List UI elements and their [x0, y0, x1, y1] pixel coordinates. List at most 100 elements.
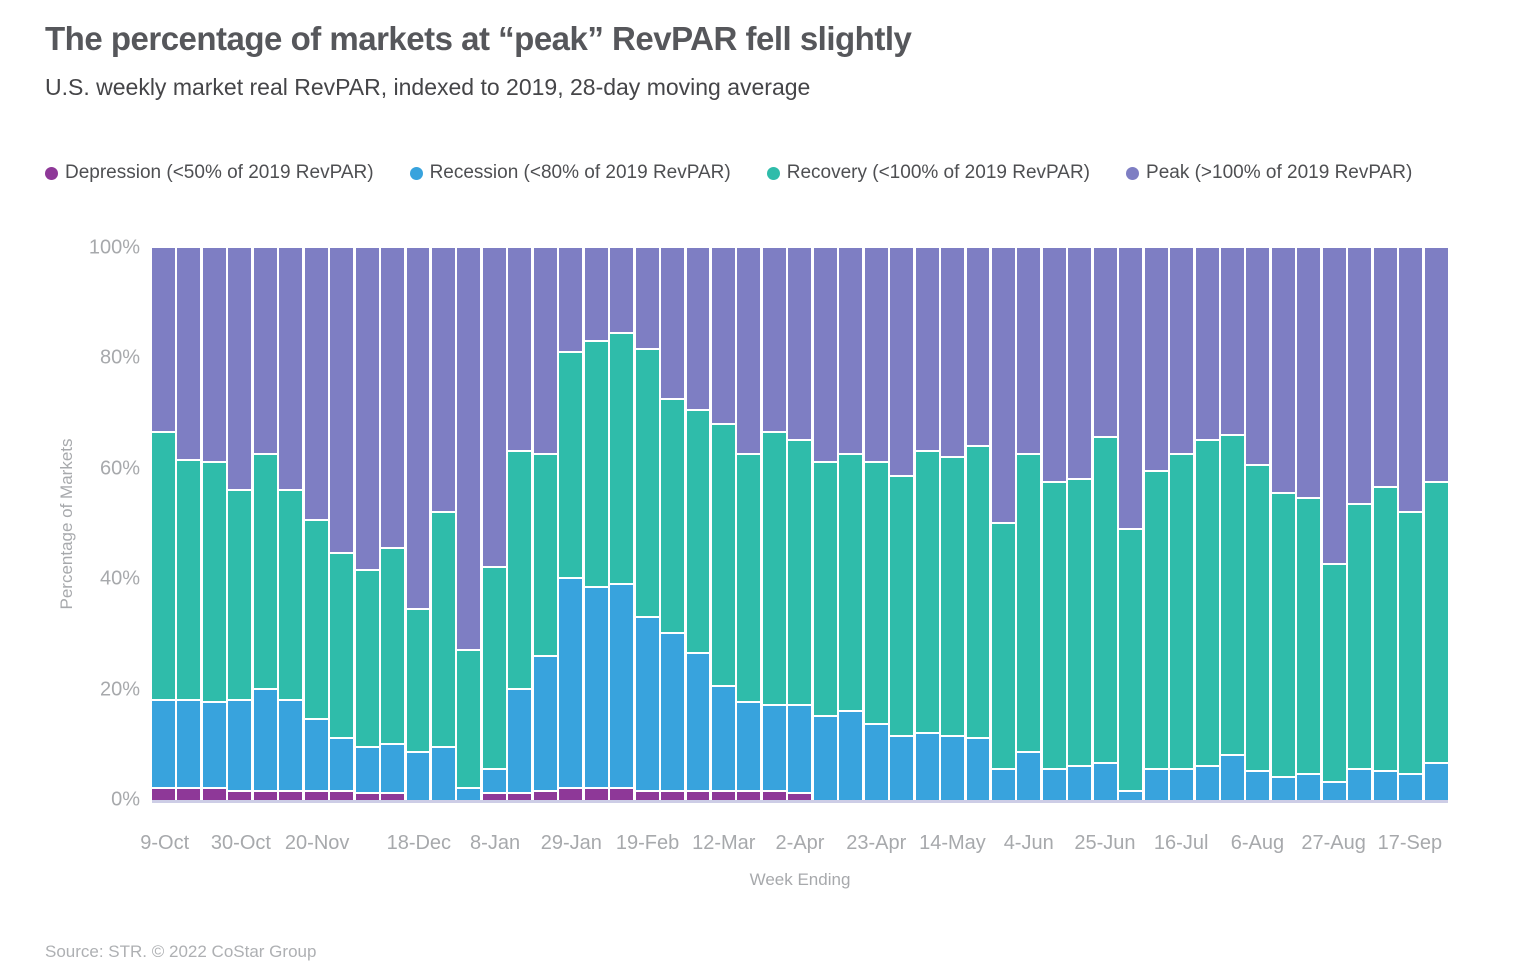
bar-segment [457, 650, 481, 789]
bar-segment [228, 248, 252, 491]
bar-segment [813, 717, 837, 800]
bar-25-Dec [431, 248, 455, 800]
bar-20-Aug [1297, 248, 1321, 800]
x-tick-label: 8-Jan [470, 832, 521, 854]
bar-segment [559, 788, 583, 800]
bar-segment [1042, 482, 1066, 770]
legend-dot-icon [409, 166, 423, 180]
bar-segment [253, 248, 277, 456]
bar-segment [1144, 471, 1168, 770]
legend-item-label: Peak (>100% of 2019 RevPAR) [1146, 162, 1413, 183]
bar-segment [1297, 499, 1321, 776]
bar-segment [610, 333, 634, 585]
bar-7-May [915, 248, 939, 800]
bar-segment [1221, 435, 1244, 756]
bar-segment [737, 455, 761, 704]
legend-item-label: Depression (<50% of 2019 RevPAR) [65, 162, 374, 183]
bar-segment [610, 248, 634, 334]
bar-segment [482, 568, 506, 770]
bar-3-Sep [1348, 248, 1372, 800]
bar-4-Jun [1017, 248, 1041, 800]
bar-segment [635, 617, 659, 792]
bar-4-Dec [355, 248, 379, 800]
bar-segment [788, 248, 812, 442]
bar-9-Jul [1144, 248, 1168, 800]
bar-segment [661, 399, 685, 635]
stacked-bars [152, 248, 1448, 800]
bar-segment [864, 463, 888, 726]
bar-segment [711, 424, 735, 687]
bar-segment [1424, 248, 1448, 483]
bar-segment [890, 248, 914, 478]
bar-17-Sep [1399, 248, 1423, 800]
chart-subtitle: U.S. weekly market real RevPAR, indexed … [45, 74, 811, 100]
x-tick-label: 20-Nov [284, 832, 350, 854]
bar-segment [1424, 764, 1448, 800]
bar-segment [202, 248, 226, 464]
bar-segment [508, 452, 532, 690]
bar-segment [1119, 529, 1143, 792]
bar-segment [610, 788, 634, 800]
bar-segment [1170, 769, 1194, 800]
bar-segment [1348, 248, 1372, 505]
bar-11-Jun [1042, 248, 1066, 800]
bar-segment [508, 248, 532, 453]
bar-segment [1297, 775, 1321, 800]
page-title: The percentage of markets at “peak” RevP… [45, 20, 912, 57]
bar-segment [1399, 512, 1423, 776]
bar-segment [355, 570, 379, 748]
bar-23-Apr [864, 248, 888, 800]
source-note: Source: STR. © 2022 CoStar Group [45, 942, 317, 961]
bar-segment [152, 788, 175, 800]
legend: Depression (<50% of 2019 RevPAR) Recessio… [45, 162, 1412, 184]
bar-segment [228, 490, 252, 701]
legend-item-1: Recession (<80% of 2019 RevPAR) [409, 162, 731, 184]
bar-segment [482, 248, 506, 569]
bar-segment [966, 446, 990, 740]
bar-segment [1322, 248, 1346, 566]
bar-segment [406, 753, 430, 800]
bar-segment [431, 747, 455, 800]
bar-segment [355, 248, 379, 571]
x-tick-label: 19-Feb [615, 832, 680, 854]
bar-segment [839, 248, 863, 456]
bar-segment [890, 477, 914, 737]
bar-segment [1093, 764, 1117, 800]
bar-segment [686, 653, 710, 792]
bar-segment [762, 432, 786, 707]
bar-segment [381, 248, 405, 549]
bar-segment [737, 703, 761, 792]
bar-segment [1068, 766, 1092, 800]
bar-segment [1195, 766, 1219, 800]
bar-13-Aug [1271, 248, 1295, 800]
bar-segment [762, 706, 786, 792]
bar-segment [406, 248, 430, 610]
bar-18-Dec [406, 248, 430, 800]
bar-segment [661, 248, 685, 400]
bar-14-May [941, 248, 964, 800]
bar-segment [839, 455, 863, 712]
x-tick-label: 2-Apr [775, 832, 825, 854]
bar-segment [279, 490, 303, 701]
bar-segment [1017, 455, 1041, 754]
bar-segment [1144, 248, 1168, 472]
bar-segment [1195, 248, 1219, 442]
bar-segment [711, 686, 735, 792]
bar-segment [864, 725, 888, 800]
bar-segment [457, 248, 481, 651]
bar-segment [152, 248, 175, 433]
x-tick-label: 23-Apr [846, 832, 907, 854]
bar-segment [915, 248, 939, 453]
bar-segment [431, 248, 455, 513]
bar-segment [1246, 248, 1270, 467]
bar-segment [1017, 248, 1041, 456]
bar-19-Mar [737, 248, 761, 800]
bar-segment [1170, 455, 1194, 770]
bar-segment [991, 524, 1015, 770]
bar-10-Sep [1373, 248, 1397, 800]
bar-segment [788, 706, 812, 795]
bar-segment [915, 452, 939, 734]
bar-segment [1399, 248, 1423, 513]
bar-23-Jul [1195, 248, 1219, 800]
x-axis-baseline [152, 800, 1448, 803]
